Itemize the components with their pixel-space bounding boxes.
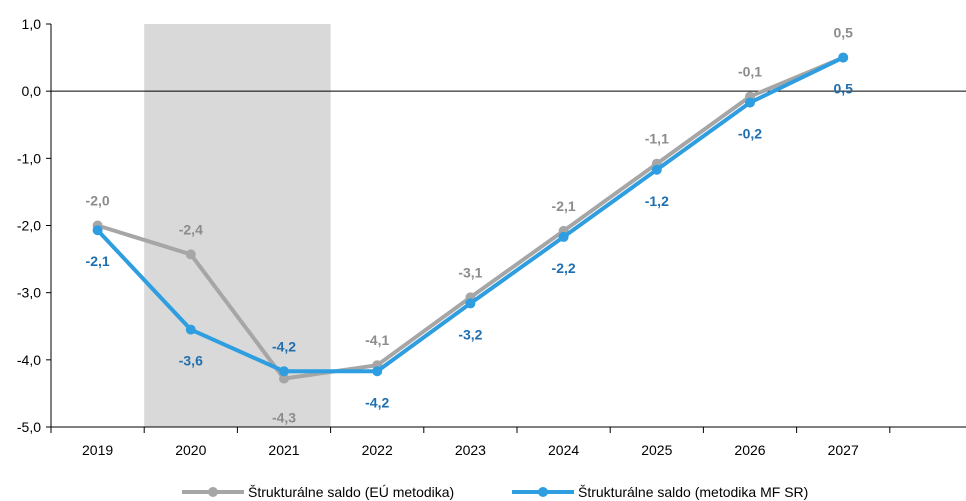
x-tick-label: 2026 (734, 442, 765, 458)
legend: Štrukturálne saldo (EÚ metodika) Štruktu… (182, 484, 808, 500)
data-label-eu: -0,1 (738, 64, 762, 80)
x-tick-label: 2022 (362, 442, 393, 458)
series-mfsr-point (92, 225, 103, 236)
y-tick-label: -4,0 (17, 352, 41, 368)
x-tick-label: 2020 (175, 442, 206, 458)
series-mfsr-point (185, 324, 196, 335)
shaded-period-layer (144, 24, 331, 427)
y-tick-label: -5,0 (17, 419, 41, 435)
data-label-mfsr: -3,2 (458, 326, 482, 342)
data-label-mfsr: -2,2 (552, 260, 576, 276)
data-label-eu: -2,0 (86, 193, 110, 209)
series-mfsr-point (372, 366, 383, 377)
y-tick-label: -3,0 (17, 285, 41, 301)
data-label-eu: -3,1 (458, 264, 482, 280)
legend-mfsr-label: Štrukturálne saldo (metodika MF SR) (578, 484, 808, 500)
data-label-eu: -2,1 (552, 198, 576, 214)
data-label-eu: -2,4 (179, 221, 203, 237)
data-label-mfsr: -0,2 (738, 126, 762, 142)
data-label-mfsr: -4,2 (272, 338, 296, 354)
series-mfsr-point (279, 366, 289, 377)
series-mfsr-point (838, 52, 849, 63)
data-label-mfsr: -1,2 (645, 193, 669, 209)
data-label-eu: -4,1 (365, 332, 389, 348)
data-labels: -2,0 -2,4 -4,3 -4,1 -3,1 -2,1 -1,1 -0,1 0,5 -2,1 -… (86, 25, 854, 426)
x-tick-label: 2021 (268, 442, 299, 458)
data-label-eu: 0,5 (833, 25, 853, 41)
data-label-mfsr: 0,5 (833, 81, 853, 97)
legend-eu-marker (208, 487, 218, 497)
data-label-eu: -4,3 (272, 410, 296, 426)
x-tick-label: 2027 (828, 442, 859, 458)
legend-eu-label: Štrukturálne saldo (EÚ metodika) (248, 484, 454, 500)
series-eu-point (279, 373, 289, 384)
series-mfsr-point (465, 298, 476, 309)
legend-entry-eu: Štrukturálne saldo (EÚ metodika) (182, 484, 454, 500)
x-tick-label: 2025 (641, 442, 672, 458)
data-label-eu: -1,1 (645, 131, 669, 147)
axes: 1,0 0,0 -1,0 -2,0 -3,0 -4,0 -5,0 2019 2020 2021 20… (17, 16, 966, 458)
data-label-mfsr: -2,1 (86, 253, 110, 269)
y-tick-label: -2,0 (17, 218, 41, 234)
y-tick-label: 1,0 (22, 16, 42, 32)
x-tick-label: 2024 (548, 442, 579, 458)
x-tick-label: 2019 (82, 442, 113, 458)
y-tick-label: -1,0 (17, 150, 41, 166)
shaded-period (144, 24, 331, 427)
legend-mfsr-marker (538, 487, 548, 497)
legend-entry-mfsr: Štrukturálne saldo (metodika MF SR) (512, 484, 808, 500)
x-tick-label: 2023 (455, 442, 486, 458)
series-mfsr-point (745, 97, 755, 108)
y-tick-label: 0,0 (22, 83, 42, 99)
series-eu-point (185, 249, 196, 260)
series-lines (92, 52, 849, 384)
series-mfsr-point (558, 231, 569, 242)
series-mfsr-point (651, 164, 662, 175)
data-label-mfsr: -4,2 (365, 394, 389, 410)
data-label-mfsr: -3,6 (179, 353, 203, 369)
